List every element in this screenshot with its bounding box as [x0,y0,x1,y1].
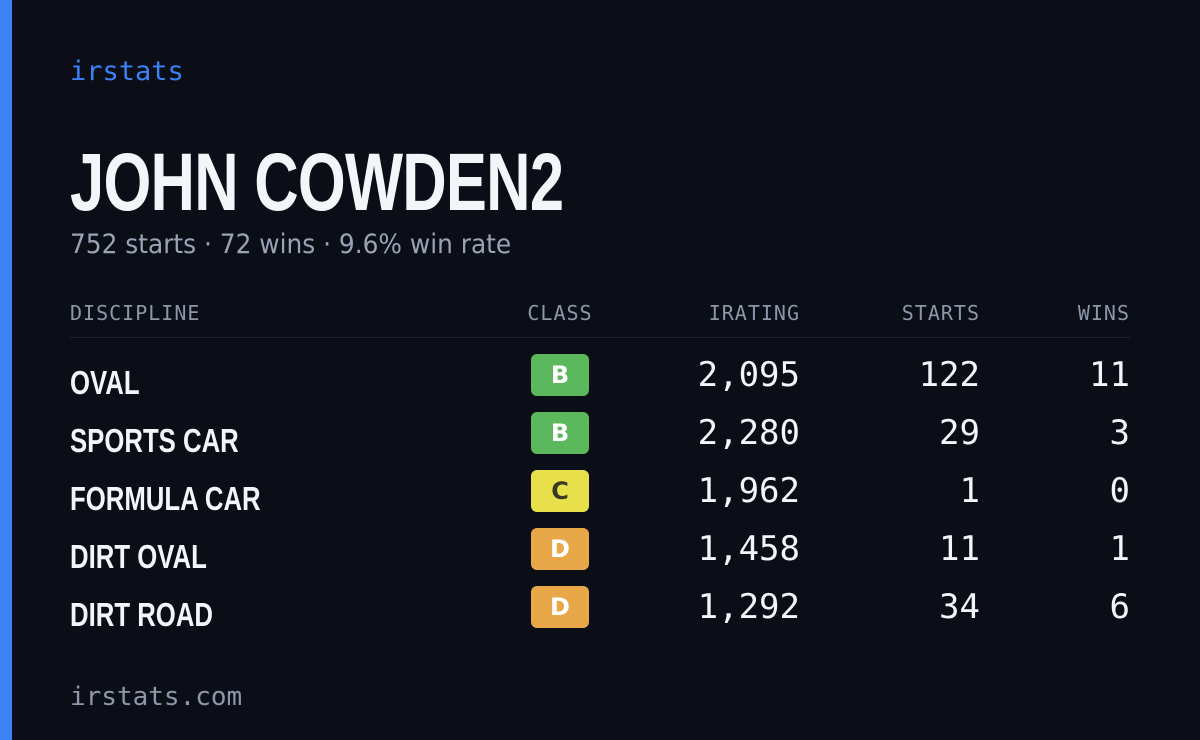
wins: 1 [1109,529,1130,569]
discipline: SPORTS CAR [70,422,239,459]
starts: 1 [959,471,980,511]
column-header: STARTS [901,301,980,325]
summary: 752 starts · 72 wins · 9.6% win rate [70,229,512,260]
irating: 1,962 [697,471,800,511]
footer: irstats.com [70,682,243,712]
accent-bar [0,0,12,740]
starts: 122 [918,355,980,395]
column-header: DISCIPLINE [70,301,201,325]
class-badge: D [531,586,589,628]
brand: irstats [70,56,184,87]
irating: 1,292 [697,587,800,627]
discipline: DIRT OVAL [70,538,207,575]
irating: 2,280 [697,413,800,453]
driver-name: JOHN COWDEN2 [70,137,564,228]
wins: 6 [1109,587,1130,627]
wins: 0 [1109,471,1130,511]
starts: 29 [939,413,980,453]
wins: 3 [1109,413,1130,453]
discipline: DIRT ROAD [70,596,213,633]
column-header: CLASS [527,301,593,325]
class-badge: B [531,354,589,396]
class-badge: C [531,470,589,512]
irating: 1,458 [697,529,800,569]
starts: 11 [939,529,980,569]
discipline: FORMULA CAR [70,480,261,517]
class-badge: D [531,528,589,570]
separator [70,337,1130,338]
class-badge: B [531,412,589,454]
irating: 2,095 [697,355,800,395]
starts: 34 [939,587,980,627]
wins: 11 [1089,355,1130,395]
discipline: OVAL [70,364,140,401]
column-header: WINS [1077,301,1130,325]
column-header: IRATING [708,301,800,325]
